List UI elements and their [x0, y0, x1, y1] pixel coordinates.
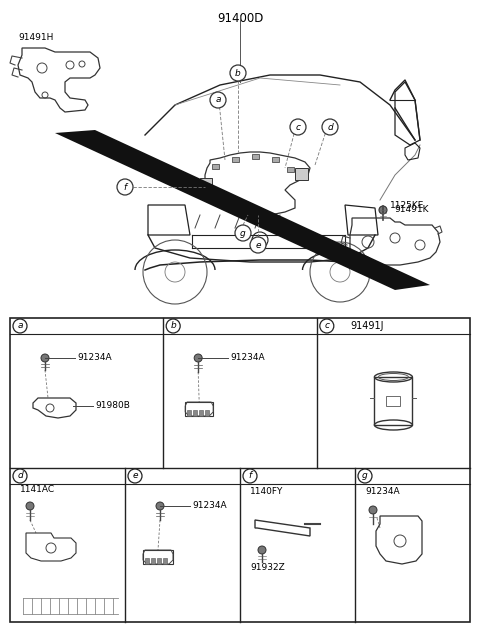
Text: 91234A: 91234A	[365, 487, 400, 496]
Circle shape	[358, 469, 372, 483]
Circle shape	[243, 469, 257, 483]
Text: f: f	[123, 183, 127, 192]
Text: 91491J: 91491J	[350, 321, 384, 331]
Bar	[145, 558, 149, 564]
Text: d: d	[327, 122, 333, 132]
Bar	[185, 402, 213, 416]
Bar	[151, 558, 155, 564]
Circle shape	[194, 354, 202, 362]
Circle shape	[117, 179, 133, 195]
Circle shape	[369, 506, 377, 514]
Circle shape	[13, 469, 27, 483]
Circle shape	[320, 319, 334, 333]
Bar	[205, 410, 209, 416]
Circle shape	[13, 319, 27, 333]
Circle shape	[210, 92, 226, 108]
Text: d: d	[17, 471, 23, 481]
Circle shape	[258, 546, 266, 554]
Polygon shape	[295, 168, 308, 180]
Polygon shape	[55, 130, 430, 290]
Text: g: g	[240, 229, 246, 238]
Text: 1125KE: 1125KE	[390, 201, 424, 210]
Text: g: g	[362, 471, 368, 481]
Bar	[212, 164, 219, 169]
Circle shape	[166, 319, 180, 333]
Bar	[157, 558, 161, 564]
Text: 1140FY: 1140FY	[250, 487, 283, 496]
Text: e: e	[132, 471, 138, 481]
Bar	[287, 167, 294, 172]
Text: a: a	[17, 321, 23, 331]
Bar	[187, 410, 191, 416]
Text: 91491H: 91491H	[18, 33, 53, 42]
Text: a: a	[215, 96, 221, 105]
Text: b: b	[235, 69, 241, 77]
Text: 91234A: 91234A	[192, 501, 227, 510]
Bar	[232, 157, 239, 162]
Bar	[199, 410, 203, 416]
Text: 91234A: 91234A	[77, 353, 112, 362]
Bar	[163, 558, 167, 564]
Bar	[10, 318, 470, 622]
Text: b: b	[170, 321, 176, 331]
Circle shape	[379, 206, 387, 214]
Text: 1141AC: 1141AC	[20, 485, 55, 494]
Text: f: f	[249, 471, 252, 481]
Circle shape	[290, 119, 306, 135]
Text: 91491K: 91491K	[394, 205, 429, 214]
Text: c: c	[296, 122, 300, 132]
Text: c: c	[324, 321, 329, 331]
Circle shape	[230, 65, 246, 81]
Bar	[143, 550, 173, 564]
Bar	[252, 154, 259, 159]
Circle shape	[235, 225, 251, 241]
Text: 91980B: 91980B	[95, 401, 130, 411]
Bar	[272, 157, 279, 162]
Text: 91932Z: 91932Z	[250, 563, 285, 572]
Polygon shape	[200, 178, 212, 192]
Circle shape	[322, 119, 338, 135]
Text: 91400D: 91400D	[217, 12, 263, 25]
Bar	[374, 377, 412, 425]
Circle shape	[156, 502, 164, 510]
Bar	[386, 396, 400, 406]
Circle shape	[128, 469, 142, 483]
Bar	[193, 410, 197, 416]
Text: e: e	[255, 241, 261, 249]
Circle shape	[250, 237, 266, 253]
Circle shape	[26, 502, 34, 510]
Text: 91234A: 91234A	[230, 353, 265, 362]
Circle shape	[41, 354, 49, 362]
